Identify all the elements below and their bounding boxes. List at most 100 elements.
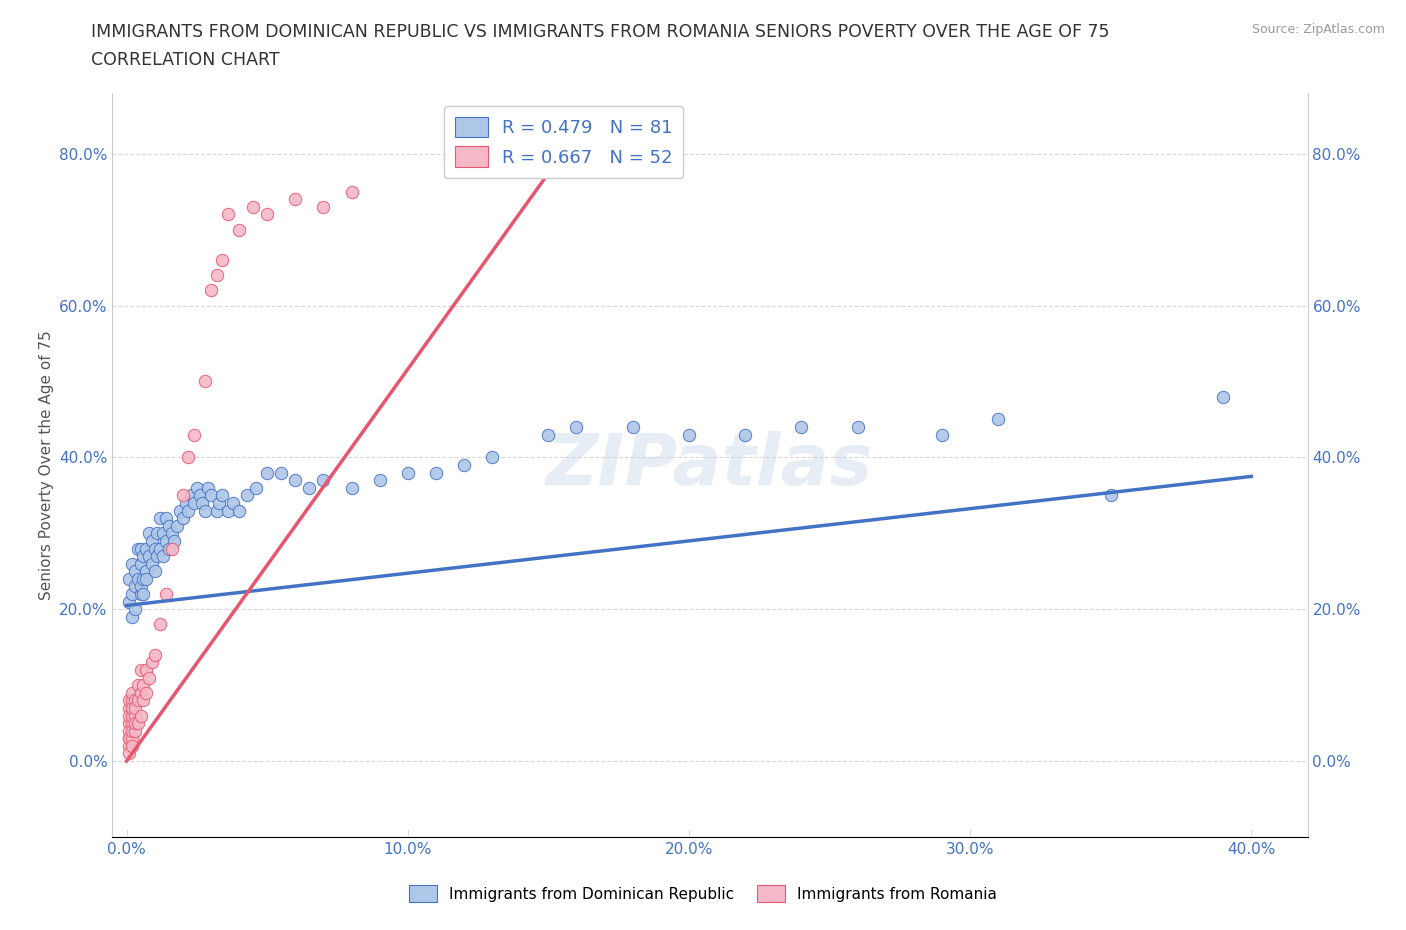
Point	[135, 541, 157, 556]
Point	[1212, 390, 1234, 405]
Point	[197, 480, 219, 495]
Point	[141, 534, 163, 549]
Point	[127, 571, 149, 586]
Point	[340, 480, 363, 495]
Point	[129, 556, 152, 571]
Point	[141, 556, 163, 571]
Point	[312, 199, 335, 214]
Point	[121, 738, 143, 753]
Point	[138, 549, 160, 564]
Point	[298, 480, 321, 495]
Point	[155, 534, 177, 549]
Point	[132, 693, 155, 708]
Point	[118, 746, 141, 761]
Point	[211, 253, 233, 268]
Point	[143, 647, 166, 662]
Point	[121, 724, 143, 738]
Point	[118, 738, 141, 753]
Point	[312, 472, 335, 487]
Text: CORRELATION CHART: CORRELATION CHART	[91, 51, 280, 69]
Point	[1099, 488, 1122, 503]
Point	[174, 496, 197, 511]
Point	[129, 541, 152, 556]
Point	[118, 693, 141, 708]
Point	[118, 571, 141, 586]
Point	[987, 412, 1010, 427]
Point	[132, 587, 155, 602]
Point	[734, 427, 756, 442]
Point	[160, 541, 183, 556]
Point	[242, 199, 264, 214]
Point	[152, 525, 174, 540]
Point	[146, 525, 169, 540]
Point	[256, 207, 278, 222]
Point	[228, 222, 250, 237]
Point	[121, 708, 143, 723]
Point	[368, 472, 391, 487]
Point	[129, 587, 152, 602]
Point	[129, 685, 152, 700]
Point	[217, 207, 239, 222]
Point	[121, 556, 143, 571]
Point	[138, 671, 160, 685]
Point	[132, 549, 155, 564]
Text: Source: ZipAtlas.com: Source: ZipAtlas.com	[1251, 23, 1385, 36]
Point	[211, 488, 233, 503]
Point	[621, 419, 644, 434]
Point	[177, 450, 200, 465]
Point	[127, 693, 149, 708]
Point	[118, 731, 141, 746]
Point	[245, 480, 267, 495]
Point	[135, 571, 157, 586]
Point	[537, 427, 560, 442]
Point	[160, 525, 183, 540]
Point	[157, 541, 180, 556]
Point	[121, 685, 143, 700]
Point	[135, 564, 157, 578]
Point	[157, 518, 180, 533]
Point	[124, 708, 146, 723]
Point	[121, 700, 143, 715]
Point	[200, 488, 222, 503]
Point	[163, 534, 186, 549]
Point	[152, 549, 174, 564]
Point	[172, 511, 194, 525]
Point	[127, 716, 149, 731]
Point	[135, 685, 157, 700]
Point	[132, 678, 155, 693]
Point	[425, 465, 447, 480]
Point	[124, 579, 146, 594]
Point	[127, 678, 149, 693]
Point	[222, 496, 245, 511]
Point	[124, 564, 146, 578]
Point	[166, 518, 188, 533]
Point	[183, 496, 205, 511]
Point	[188, 488, 211, 503]
Point	[118, 708, 141, 723]
Point	[124, 716, 146, 731]
Point	[143, 564, 166, 578]
Legend: R = 0.479   N = 81, R = 0.667   N = 52: R = 0.479 N = 81, R = 0.667 N = 52	[444, 106, 683, 179]
Point	[284, 472, 307, 487]
Text: IMMIGRANTS FROM DOMINICAN REPUBLIC VS IMMIGRANTS FROM ROMANIA SENIORS POVERTY OV: IMMIGRANTS FROM DOMINICAN REPUBLIC VS IM…	[91, 23, 1109, 41]
Text: ZIPatlas: ZIPatlas	[547, 431, 873, 499]
Point	[180, 488, 202, 503]
Point	[118, 594, 141, 609]
Point	[194, 374, 217, 389]
Point	[931, 427, 953, 442]
Point	[121, 716, 143, 731]
Point	[270, 465, 292, 480]
Point	[121, 587, 143, 602]
Point	[205, 268, 228, 283]
Point	[155, 511, 177, 525]
Point	[481, 450, 503, 465]
Point	[172, 488, 194, 503]
Point	[118, 700, 141, 715]
Point	[138, 525, 160, 540]
Point	[186, 480, 208, 495]
Point	[129, 579, 152, 594]
Point	[191, 496, 214, 511]
Point	[790, 419, 813, 434]
Point	[678, 427, 700, 442]
Point	[183, 427, 205, 442]
